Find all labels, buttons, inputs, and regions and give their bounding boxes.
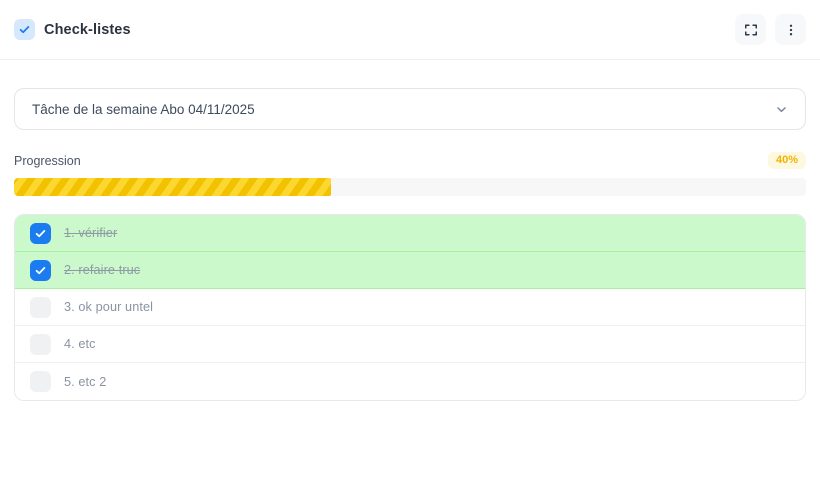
checklist-select[interactable]: Tâche de la semaine Abo 04/11/2025 — [14, 88, 806, 130]
checklist-items: 1. vérifier 2. refaire truc 3. ok pour unt… — [14, 214, 806, 401]
checklist-item-row[interactable]: 2. refaire truc — [15, 252, 805, 289]
fullscreen-button[interactable] — [735, 14, 766, 45]
progress-bar-fill — [14, 178, 331, 196]
progress-bar-track — [14, 178, 806, 196]
progress-label: Progression — [14, 153, 81, 168]
checklist-item-row[interactable]: 4. etc — [15, 326, 805, 363]
chevron-down-icon[interactable] — [775, 103, 788, 116]
checklist-item-label: 5. etc 2 — [64, 374, 107, 389]
more-vertical-icon — [784, 23, 798, 37]
checkbox-empty-icon[interactable] — [30, 371, 51, 392]
checkbox-checked-icon[interactable] — [30, 259, 51, 281]
progress-section: Progression 40% — [14, 152, 806, 196]
page-title: Check-listes — [44, 21, 131, 38]
fullscreen-icon — [744, 23, 758, 37]
header-actions — [735, 14, 806, 45]
progress-percent-badge: 40% — [767, 152, 806, 169]
checkbox-empty-icon[interactable] — [30, 333, 51, 355]
more-options-button[interactable] — [775, 14, 806, 45]
panel-body: Tâche de la semaine Abo 04/11/2025 Progr… — [0, 60, 820, 502]
checklist-item-row[interactable]: 3. ok pour untel — [15, 289, 805, 326]
checkbox-checked-icon[interactable] — [30, 222, 51, 244]
check-icon — [14, 19, 35, 40]
checklist-item-label: 3. ok pour untel — [64, 300, 154, 314]
checklist-item-label: 2. refaire truc — [64, 263, 141, 277]
checklist-item-row[interactable]: 1. vérifier — [15, 215, 805, 252]
checklist-item-label: 1. vérifier — [64, 226, 118, 240]
progress-header: Progression 40% — [14, 152, 806, 169]
panel-header: Check-listes — [0, 0, 820, 60]
header-left-group: Check-listes — [14, 19, 131, 40]
checklist-item-row[interactable]: 5. etc 2 — [15, 363, 805, 400]
checklist-item-label: 4. etc — [64, 337, 96, 351]
checklist-select-value: Tâche de la semaine Abo 04/11/2025 — [32, 101, 255, 117]
checkbox-empty-icon[interactable] — [30, 296, 51, 318]
